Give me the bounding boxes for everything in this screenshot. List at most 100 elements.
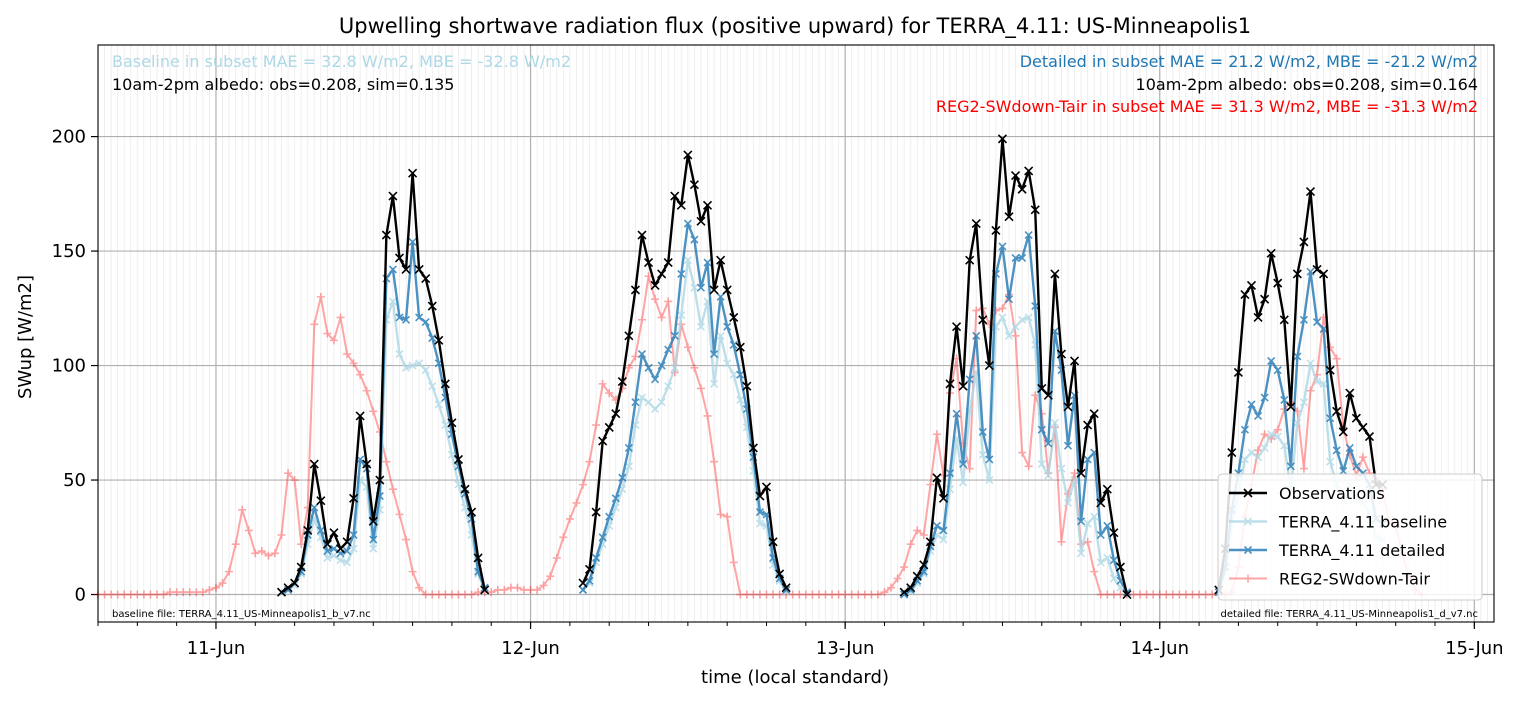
obs-point [362, 459, 372, 469]
obs-point [303, 525, 313, 535]
reg2-point [1155, 590, 1164, 599]
obs-point [735, 342, 745, 352]
reg2-point [408, 567, 417, 576]
reg2-point [107, 590, 116, 599]
detailed-point [1273, 366, 1282, 375]
obs-point [1305, 186, 1316, 197]
obs-point [290, 578, 300, 588]
obs-point [611, 409, 621, 419]
legend-label: TERRA_4.11 baseline [1278, 513, 1447, 533]
obs-point [617, 377, 627, 387]
obs-point [1017, 184, 1027, 194]
obs-point [1030, 205, 1040, 215]
reg2-point [559, 533, 568, 542]
legend-obs-point [1243, 488, 1253, 498]
obs-point [1299, 237, 1309, 247]
obs-point [309, 459, 319, 469]
x-axis-label: time (local standard) [701, 667, 889, 688]
series-line-obs [280, 171, 486, 594]
baseline-point [1247, 448, 1256, 457]
baseline-point [1280, 441, 1289, 450]
obs-point [1024, 166, 1034, 176]
obs-point [1345, 388, 1355, 398]
obs-point [584, 564, 595, 574]
reg2-point [965, 464, 974, 473]
reg2-point [133, 590, 142, 599]
obs-point [1279, 315, 1289, 325]
legend-item-detailed [1229, 545, 1267, 555]
x-tick-label: 13-Jun [816, 638, 875, 659]
detailed-point [959, 459, 968, 469]
obs-point [440, 379, 450, 389]
baseline-point [690, 283, 699, 292]
detailed-point [395, 313, 404, 322]
obs-point [676, 200, 686, 210]
reg2-point [493, 585, 502, 594]
reg2-point [395, 510, 404, 519]
annotation-baseline-error: Baseline in subset MAE = 32.8 W/m2, MBE … [112, 52, 571, 71]
reg2-point [402, 535, 411, 544]
obs-point [421, 273, 431, 284]
legend: Observations TERRA_4.11 baseline TERRA_4.1… [1217, 473, 1483, 601]
detailed-point [1004, 295, 1014, 304]
baseline-point [1253, 453, 1263, 462]
baseline-point [342, 558, 352, 567]
legend-label: TERRA_4.11 detailed [1278, 541, 1445, 561]
obs-point [899, 587, 909, 597]
obs-point [329, 528, 339, 538]
y-axis-label: SWup [W/m2] [15, 275, 36, 399]
obs-point [657, 269, 667, 279]
obs-point [1338, 427, 1348, 437]
annotation-detailed-albedo: 10am-2pm albedo: obs=0.208, sim=0.164 [1136, 75, 1478, 94]
baseline-point [736, 395, 745, 404]
baseline-point [323, 553, 332, 562]
baseline-point [1326, 457, 1335, 466]
obs-point [1312, 264, 1322, 274]
reg2-point [552, 553, 561, 562]
reg2-point [1208, 590, 1217, 599]
legend-label: Observations [1279, 484, 1385, 503]
detailed-point [1345, 443, 1354, 453]
reg2-point [192, 588, 201, 597]
reg2-point [814, 590, 823, 599]
detailed-point [952, 409, 961, 418]
baseline-point [1063, 498, 1073, 508]
reg2-point [257, 547, 266, 556]
baseline-point [939, 535, 948, 544]
obs-point [1351, 413, 1361, 423]
reg2-point [1096, 590, 1105, 599]
reg2-point [887, 583, 896, 592]
reg2-point [166, 588, 175, 597]
obs-point [971, 219, 981, 229]
reg2-point [998, 304, 1007, 313]
baseline-point [651, 404, 660, 414]
reg2-point [1018, 448, 1027, 457]
reg2-point [1188, 590, 1197, 599]
reg2-point [139, 590, 148, 599]
reg2-point [854, 590, 863, 599]
obs-point [702, 200, 713, 210]
reg2-point [736, 590, 745, 599]
reg2-point [755, 590, 764, 599]
obs-point [689, 180, 699, 190]
obs-point [1253, 312, 1263, 323]
reg2-point [585, 457, 594, 466]
obs-point [1076, 468, 1086, 478]
reg2-point [126, 590, 135, 599]
reg2-point [605, 389, 614, 398]
detailed-point [978, 427, 987, 437]
reg2-point [388, 485, 397, 494]
baseline-point [1077, 549, 1086, 558]
detailed-point [1247, 400, 1256, 409]
obs-point [460, 484, 470, 494]
legend-item-obs [1229, 488, 1267, 498]
detailed-point [323, 546, 332, 556]
obs-point [388, 191, 398, 201]
reg2-point [297, 540, 306, 549]
detailed-point [696, 283, 706, 292]
baseline-point [1267, 430, 1276, 439]
reg2-point [316, 292, 325, 301]
y-tick-label: 100 [52, 356, 86, 377]
reg2-point [821, 590, 830, 599]
reg2-point [873, 590, 882, 599]
